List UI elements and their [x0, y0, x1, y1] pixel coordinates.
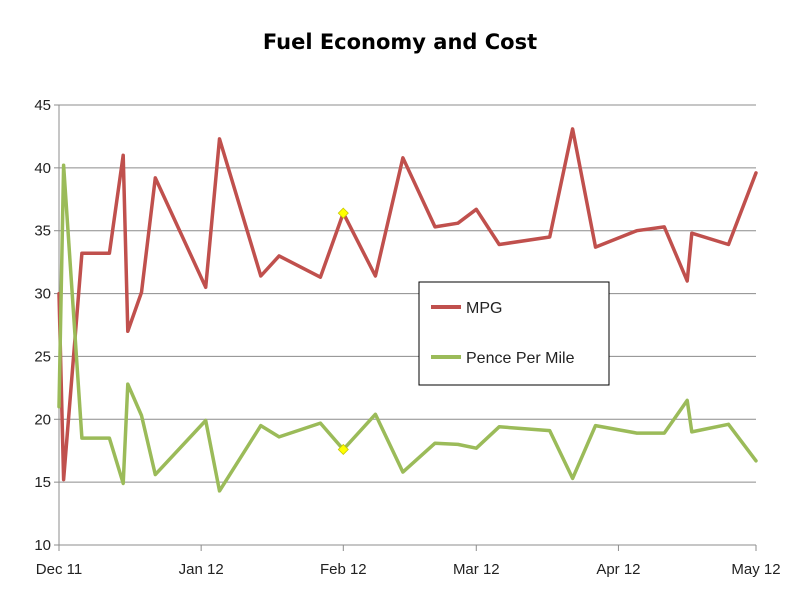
y-tick-label: 40	[34, 160, 51, 177]
x-tick-label: Apr 12	[596, 561, 640, 578]
x-tick-label: Jan 12	[179, 561, 224, 578]
chart-title: Fuel Economy and Cost	[263, 30, 537, 54]
y-tick-label: 10	[34, 537, 51, 554]
series-lines	[57, 127, 758, 493]
x-axis-ticks: Dec 11 Jan 12 Feb 12 Mar 12 Apr 12 May 12	[36, 545, 781, 578]
legend: MPG Pence Per Mile	[418, 281, 610, 386]
y-tick-label: 35	[34, 223, 51, 240]
y-tick-label: 25	[34, 348, 51, 365]
y-tick-label: 20	[34, 411, 51, 428]
y-axis-ticks: 10 15 20 25 30 35 40 45	[34, 97, 59, 554]
x-tick-label: Feb 12	[320, 561, 367, 578]
series-line-mpg	[57, 127, 758, 482]
x-tick-label: Mar 12	[453, 561, 500, 578]
legend-label: Pence Per Mile	[466, 350, 575, 367]
gridlines	[59, 104, 756, 483]
x-tick-label: May 12	[731, 561, 780, 578]
y-tick-label: 30	[34, 286, 51, 303]
highlight-point	[337, 443, 349, 456]
highlight-markers	[337, 207, 349, 456]
x-tick-label: Dec 11	[36, 561, 82, 578]
y-tick-label: 45	[34, 97, 51, 114]
series-line-pence-per-mile	[57, 163, 758, 493]
highlight-point	[337, 207, 349, 219]
legend-label: MPG	[466, 300, 502, 317]
legend-box	[418, 281, 610, 386]
y-tick-label: 15	[34, 474, 51, 491]
